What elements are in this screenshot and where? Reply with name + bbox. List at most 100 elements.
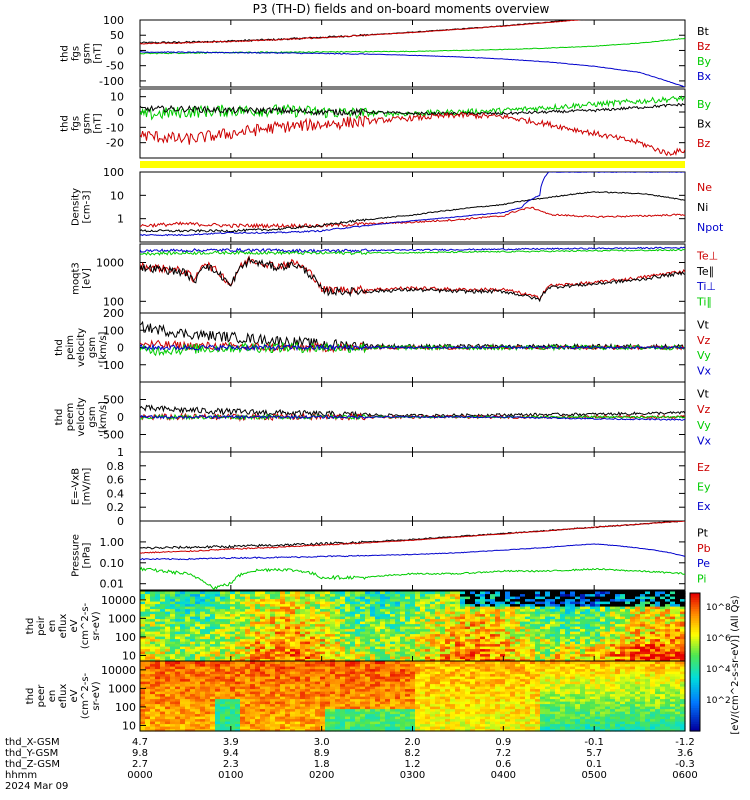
spectro-cell (150, 671, 156, 675)
spectro-cell (395, 633, 401, 637)
spectro-cell (400, 601, 406, 605)
spectro-cell (215, 621, 221, 625)
y-axis-label: eflux (58, 614, 69, 639)
spectro-cell (315, 623, 321, 627)
spectro-cell (270, 666, 276, 670)
spectro-cell (235, 693, 241, 697)
spectro-cell (290, 596, 296, 600)
spectro-cell (185, 708, 191, 712)
spectro-cell (345, 693, 351, 697)
spectro-cell (255, 608, 261, 612)
spectro-cell (630, 626, 636, 630)
spectro-cell (140, 661, 146, 665)
spectro-cell (190, 658, 196, 662)
spectro-cell (525, 658, 531, 662)
spectro-cell (380, 656, 386, 660)
spectro-cell (480, 631, 486, 635)
spectro-cell (465, 621, 471, 625)
spectro-cell (520, 598, 526, 602)
spectro-cell (155, 608, 161, 612)
spectro-cell (595, 603, 601, 607)
spectro-cell (350, 656, 356, 660)
spectro-cell (340, 618, 346, 622)
spectro-cell (160, 613, 166, 617)
spectro-cell (350, 668, 356, 672)
spectro-cell (340, 603, 346, 607)
legend-Vy: Vy (697, 419, 711, 432)
spectro-cell (165, 706, 171, 710)
legend-Ne: Ne (697, 181, 712, 194)
spectro-cell (165, 686, 171, 690)
spectro-cell (555, 591, 561, 595)
spectro-cell (680, 636, 686, 640)
spectro-cell (230, 711, 236, 715)
spectro-cell (405, 626, 411, 630)
spectro-cell (400, 718, 406, 722)
spectro-cell (265, 696, 271, 700)
spectro-cell (615, 608, 621, 612)
spectro-cell (585, 613, 591, 617)
spectro-cell (300, 688, 306, 692)
spectro-cell (220, 711, 226, 715)
spectro-cell (175, 593, 181, 597)
spectro-cell (445, 631, 451, 635)
spectro-cell (275, 621, 281, 625)
spectro-cell (170, 688, 176, 692)
spectro-cell (375, 718, 381, 722)
spectro-cell (575, 646, 581, 650)
spectro-cell (330, 623, 336, 627)
spectro-cell (315, 713, 321, 717)
spectro-cell (210, 671, 216, 675)
spectro-cell (250, 688, 256, 692)
spectro-cell (260, 703, 266, 707)
spectro-cell (200, 688, 206, 692)
spectro-cell (560, 643, 566, 647)
spectro-cell (225, 601, 231, 605)
spectro-cell (420, 693, 426, 697)
spectro-cell (555, 653, 561, 657)
spectro-cell (185, 651, 191, 655)
spectro-cell (435, 591, 441, 595)
spectro-cell (385, 683, 391, 687)
spectro-cell (680, 638, 686, 642)
spectro-cell (300, 698, 306, 702)
spectro-cell (195, 636, 201, 640)
spectro-cell (505, 626, 511, 630)
spectro-cell (300, 623, 306, 627)
spectro-cell (660, 621, 666, 625)
spectro-cell (405, 598, 411, 602)
spectro-cell (615, 656, 621, 660)
spectro-cell (345, 728, 351, 732)
y-axis-label: gsm (87, 337, 98, 358)
spectro-cell (220, 671, 226, 675)
spectro-cell (350, 606, 356, 610)
spectro-cell (175, 596, 181, 600)
spectro-cell (180, 628, 186, 632)
spectro-cell (540, 596, 546, 600)
spectro-cell (450, 591, 456, 595)
spectro-cell (315, 663, 321, 667)
spectro-cell (485, 656, 491, 660)
spectro-cell (390, 626, 396, 630)
spectro-cell (330, 701, 336, 705)
y-axis-label: gsm (82, 113, 93, 134)
spectro-cell (150, 691, 156, 695)
spectro-cell (200, 608, 206, 612)
spectro-cell (280, 621, 286, 625)
spectro-cell (580, 618, 586, 622)
spectro-cell (585, 658, 591, 662)
spectro-cell (180, 636, 186, 640)
spectro-cell (270, 658, 276, 662)
spectro-cell (505, 646, 511, 650)
spectro-cell (190, 666, 196, 670)
spectro-cell (405, 701, 411, 705)
spectro-cell (235, 703, 241, 707)
spectro-cell (395, 723, 401, 727)
spectro-cell (395, 598, 401, 602)
spectro-cell (355, 693, 361, 697)
spectro-cell (385, 631, 391, 635)
spectro-cell (240, 626, 246, 630)
spectro-cell (180, 671, 186, 675)
spectro-cell (380, 643, 386, 647)
spectro-cell (185, 671, 191, 675)
